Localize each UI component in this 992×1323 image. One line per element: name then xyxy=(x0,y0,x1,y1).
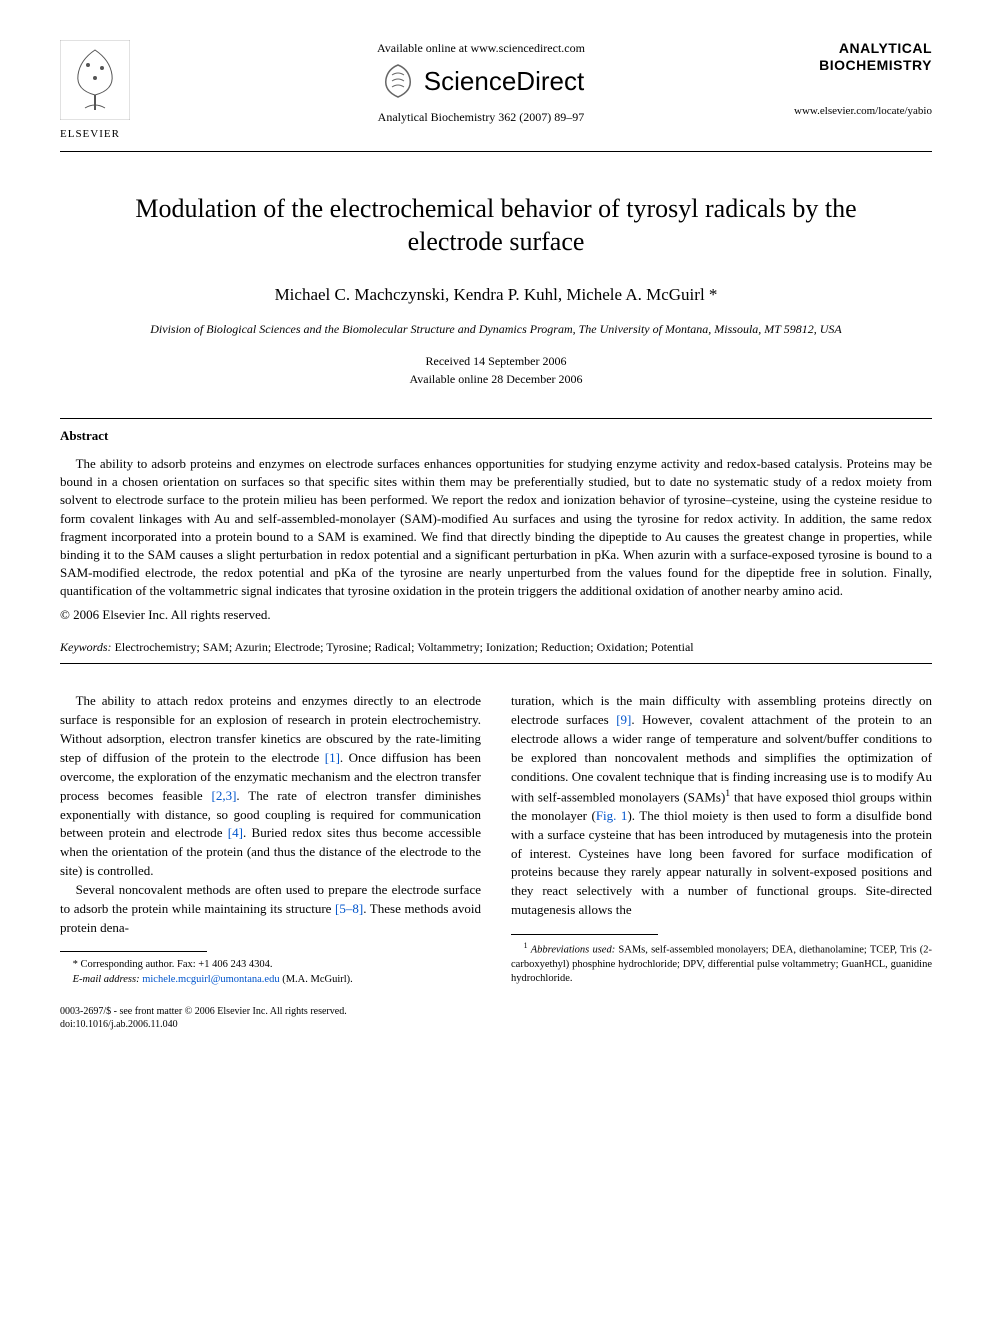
doi-line: doi:10.1016/j.ab.2006.11.040 xyxy=(60,1018,481,1031)
journal-reference: Analytical Biochemistry 362 (2007) 89–97 xyxy=(180,109,782,126)
abstract-copyright: © 2006 Elsevier Inc. All rights reserved… xyxy=(60,606,932,624)
affiliation: Division of Biological Sciences and the … xyxy=(60,321,932,338)
abstract-top-rule xyxy=(60,418,932,419)
elsevier-block: ELSEVIER xyxy=(60,40,180,143)
article-body: The ability to attach redox proteins and… xyxy=(60,692,932,1030)
body-para-1: The ability to attach redox proteins and… xyxy=(60,692,481,880)
fig-link-1[interactable]: Fig. 1 xyxy=(596,808,628,823)
body-para-2: Several noncovalent methods are often us… xyxy=(60,881,481,938)
journal-name-line2: BIOCHEMISTRY xyxy=(782,57,932,74)
abbreviations-footnote: 1 Abbreviations used: SAMs, self-assembl… xyxy=(511,941,932,986)
journal-name-line1: ANALYTICAL xyxy=(782,40,932,57)
ref-link-5-8[interactable]: [5–8] xyxy=(335,901,363,916)
email-link[interactable]: michele.mcguirl@umontana.edu xyxy=(142,974,279,985)
ref-link-2-3[interactable]: [2,3] xyxy=(211,788,236,803)
keywords-list: Electrochemistry; SAM; Azurin; Electrode… xyxy=(115,640,694,654)
sciencedirect-logo: ScienceDirect xyxy=(180,61,782,101)
elsevier-label: ELSEVIER xyxy=(60,127,180,142)
ref-link-9[interactable]: [9] xyxy=(616,712,631,727)
keywords-label: Keywords: xyxy=(60,640,112,654)
authors: Michael C. Machczynski, Kendra P. Kuhl, … xyxy=(60,283,932,307)
article-title: Modulation of the electrochemical behavi… xyxy=(120,192,872,260)
sciencedirect-text: ScienceDirect xyxy=(424,63,584,99)
received-date: Received 14 September 2006 xyxy=(60,352,932,370)
footer-meta: 0003-2697/$ - see front matter © 2006 El… xyxy=(60,1005,481,1031)
elsevier-tree-icon xyxy=(60,40,130,120)
footnote-divider-left xyxy=(60,951,207,952)
header-divider xyxy=(60,151,932,152)
corresponding-author-footnote: * Corresponding author. Fax: +1 406 243 … xyxy=(60,958,481,972)
journal-header: ELSEVIER Available online at www.science… xyxy=(60,40,932,143)
keywords: Keywords: Electrochemistry; SAM; Azurin;… xyxy=(60,639,932,656)
journal-name-block: ANALYTICAL BIOCHEMISTRY www.elsevier.com… xyxy=(782,40,932,119)
email-footnote: E-mail address: michele.mcguirl@umontana… xyxy=(60,973,481,987)
issn-line: 0003-2697/$ - see front matter © 2006 El… xyxy=(60,1005,481,1018)
header-center: Available online at www.sciencedirect.co… xyxy=(180,40,782,126)
abstract-heading: Abstract xyxy=(60,427,932,445)
ref-link-1[interactable]: [1] xyxy=(325,750,340,765)
available-date: Available online 28 December 2006 xyxy=(60,370,932,388)
body-para-3: turation, which is the main difficulty w… xyxy=(511,692,932,919)
available-online-text: Available online at www.sciencedirect.co… xyxy=(180,40,782,57)
article-dates: Received 14 September 2006 Available onl… xyxy=(60,352,932,388)
sciencedirect-icon xyxy=(378,61,418,101)
abstract-body: The ability to adsorb proteins and enzym… xyxy=(60,455,932,601)
footnote-divider-right xyxy=(511,934,658,935)
abstract-bottom-rule xyxy=(60,663,932,664)
journal-url: www.elsevier.com/locate/yabio xyxy=(782,104,932,119)
ref-link-4[interactable]: [4] xyxy=(228,825,243,840)
